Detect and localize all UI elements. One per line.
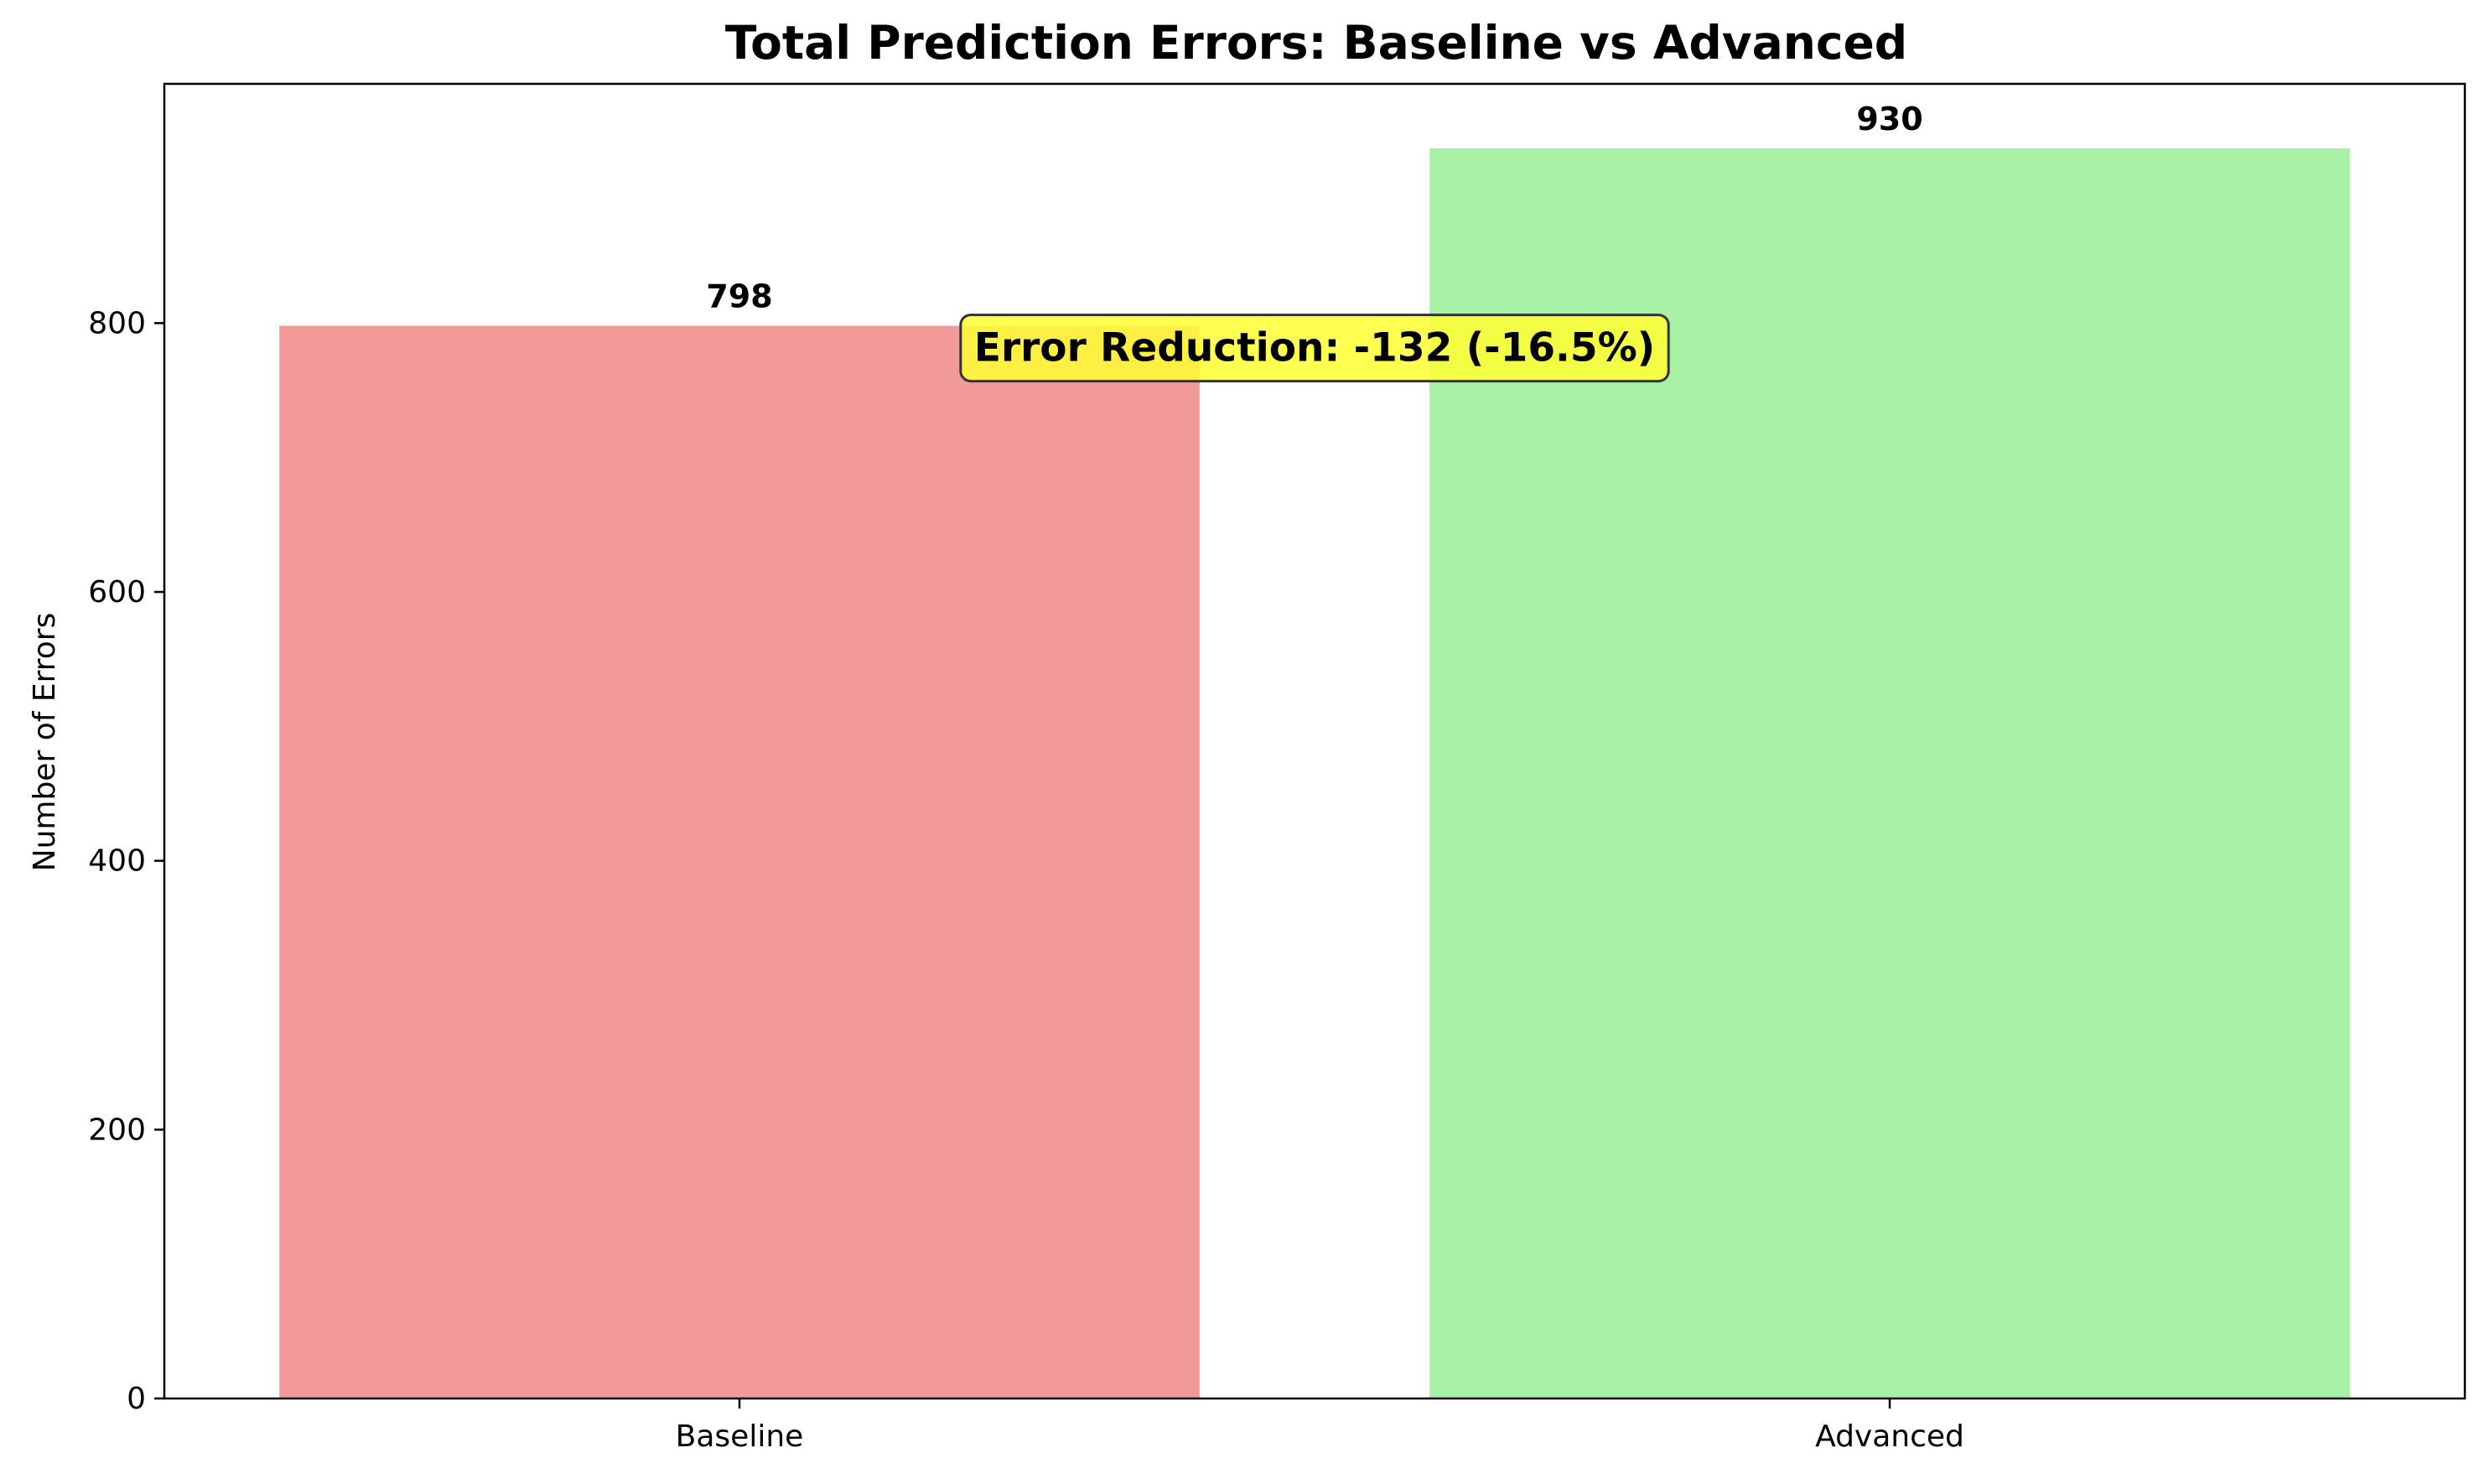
y-tick-label: 600 <box>88 575 146 610</box>
plot-area: 0 200 400 600 800 Baseline Advanced 798 930 Error… <box>88 82 2467 1454</box>
annotation-text: Error Reduction: -132 (-16.5%) <box>974 325 1655 371</box>
data-label: 798 <box>706 278 772 315</box>
y-tick-label: 800 <box>88 306 146 340</box>
bar-baseline <box>279 325 1200 1398</box>
y-tick-label: 400 <box>88 844 146 879</box>
data-label: 930 <box>1856 101 1922 138</box>
x-tick-label: Advanced <box>1815 1419 1964 1454</box>
x-tick-label: Baseline <box>676 1419 804 1454</box>
annotation-box <box>959 314 1670 383</box>
axes-frame <box>163 82 2467 1400</box>
y-tick-label: 200 <box>88 1113 146 1147</box>
chart-title: Total Prediction Errors: Baseline vs Adv… <box>725 16 1907 70</box>
y-axis-label: Number of Errors <box>28 613 62 872</box>
y-tick-label: 0 <box>127 1382 146 1416</box>
